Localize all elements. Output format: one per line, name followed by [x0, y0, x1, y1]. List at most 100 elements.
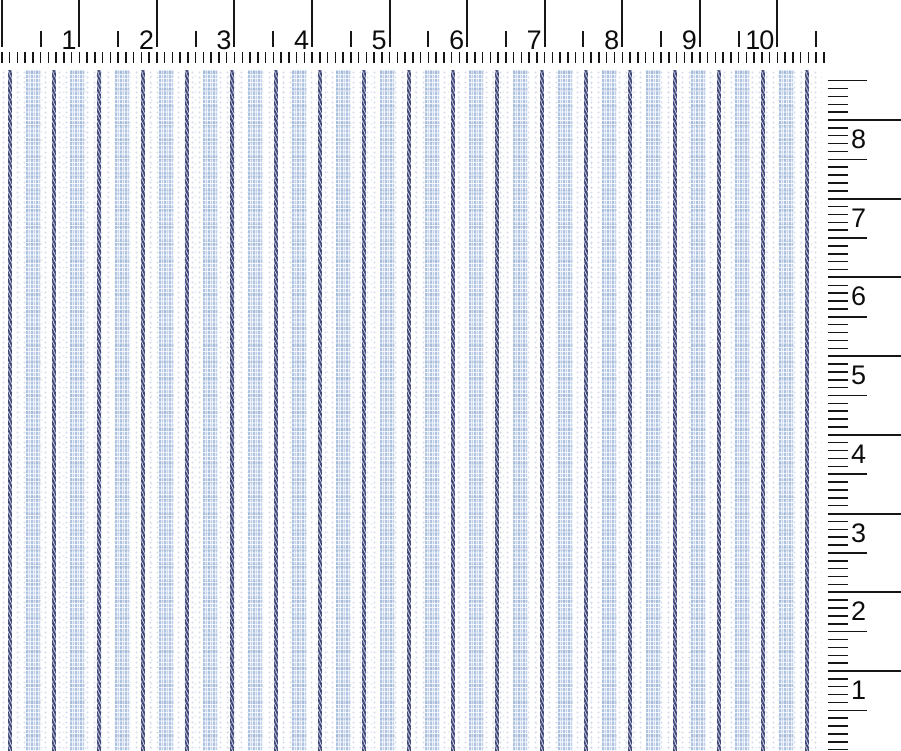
h-inch-tick — [78, 0, 81, 47]
v-inch-tick — [828, 512, 901, 515]
v-inch-tick — [828, 118, 901, 121]
h-half-inch-tick — [659, 31, 662, 47]
h-minor-tick — [551, 52, 554, 63]
h-minor-tick — [210, 52, 212, 63]
fabric-dark-stripe — [761, 70, 766, 751]
fabric-light-stripe — [291, 70, 307, 751]
v-minor-tick — [828, 615, 848, 617]
h-minor-tick — [264, 52, 267, 63]
h-minor-tick — [613, 52, 616, 63]
h-minor-tick — [388, 52, 391, 63]
v-ruler-number: 4 — [851, 438, 866, 469]
h-minor-tick — [156, 52, 158, 63]
h-minor-tick — [303, 52, 306, 63]
v-minor-tick — [828, 245, 848, 247]
v-minor-tick — [828, 426, 848, 428]
fabric-dark-stripe — [8, 70, 12, 751]
v-minor-tick — [828, 190, 848, 192]
h-minor-tick — [109, 52, 112, 63]
h-minor-tick — [629, 52, 631, 63]
h-ruler-number: 6 — [449, 25, 464, 55]
h-minor-tick — [660, 52, 662, 63]
h-half-inch-tick — [349, 31, 352, 47]
v-minor-tick — [828, 134, 848, 137]
v-minor-tick — [828, 678, 848, 680]
h-half-inch-tick — [815, 31, 818, 47]
fabric-light-stripe — [158, 70, 174, 751]
v-half-inch-tick — [828, 237, 867, 239]
v-minor-tick — [828, 386, 848, 389]
v-minor-tick — [828, 308, 848, 310]
h-minor-tick — [574, 52, 577, 63]
v-inch-tick — [828, 355, 901, 358]
h-inch-tick — [621, 0, 624, 47]
h-minor-tick — [745, 52, 748, 63]
v-minor-tick — [828, 457, 848, 460]
h-ruler-number: 1 — [61, 25, 76, 55]
v-minor-tick — [828, 583, 848, 586]
h-minor-tick — [288, 52, 290, 63]
h-minor-tick — [644, 52, 647, 63]
h-minor-tick — [311, 52, 313, 63]
v-minor-tick — [828, 607, 848, 609]
v-ruler-number: 5 — [851, 360, 866, 391]
v-minor-tick — [828, 103, 848, 105]
fabric-dark-stripe — [140, 70, 145, 751]
h-inch-tick — [776, 0, 779, 47]
v-minor-tick — [828, 166, 848, 168]
h-minor-tick — [412, 52, 414, 63]
v-minor-tick — [828, 575, 848, 578]
v-minor-tick — [828, 371, 848, 373]
h-minor-tick — [776, 52, 779, 63]
h-minor-tick — [559, 52, 561, 63]
v-minor-tick — [828, 87, 848, 90]
h-minor-tick — [179, 52, 181, 63]
fabric-light-stripe — [70, 70, 86, 751]
fabric-dark-stripe — [451, 70, 455, 751]
fabric-dark-stripe — [406, 70, 411, 751]
v-minor-tick — [828, 253, 848, 255]
fabric-dark-stripe — [805, 70, 810, 751]
v-minor-tick — [828, 402, 848, 405]
h-ruler-number: 4 — [293, 25, 309, 55]
h-minor-tick — [683, 52, 686, 63]
h-minor-tick — [761, 52, 763, 63]
v-minor-tick — [828, 142, 848, 145]
h-minor-tick — [396, 52, 399, 63]
v-minor-tick — [828, 638, 848, 641]
fabric-dark-stripe — [583, 70, 588, 751]
v-minor-tick — [828, 528, 848, 531]
v-minor-tick — [828, 489, 848, 491]
h-minor-tick — [8, 52, 11, 63]
fabric-dark-stripe — [318, 70, 323, 751]
h-minor-tick — [815, 52, 817, 63]
fabric-light-stripe — [247, 70, 263, 751]
h-ruler-number: 7 — [526, 25, 542, 55]
h-inch-tick — [155, 0, 158, 47]
h-minor-tick — [101, 52, 104, 63]
h-minor-tick — [225, 52, 228, 63]
h-minor-tick — [342, 52, 344, 63]
h-minor-tick — [497, 52, 499, 63]
h-minor-tick — [381, 52, 383, 63]
v-minor-tick — [828, 654, 848, 656]
v-minor-tick — [828, 748, 848, 751]
v-ruler-number: 6 — [851, 281, 866, 312]
fabric-dark-stripe — [52, 70, 57, 751]
v-minor-tick — [828, 717, 848, 719]
h-inch-tick — [311, 0, 313, 47]
h-ruler-number: 10 — [745, 25, 774, 55]
v-half-inch-tick — [828, 394, 867, 397]
h-inch-tick — [388, 0, 391, 47]
v-minor-tick — [828, 560, 848, 562]
h-ruler-number: 3 — [216, 25, 231, 55]
h-minor-tick — [233, 52, 236, 63]
h-half-inch-tick — [39, 31, 42, 47]
v-minor-tick — [828, 339, 848, 342]
v-inch-tick — [828, 276, 901, 279]
h-minor-tick — [582, 52, 585, 63]
v-minor-tick — [828, 323, 848, 326]
h-minor-tick — [218, 52, 220, 63]
v-minor-tick — [828, 205, 848, 208]
